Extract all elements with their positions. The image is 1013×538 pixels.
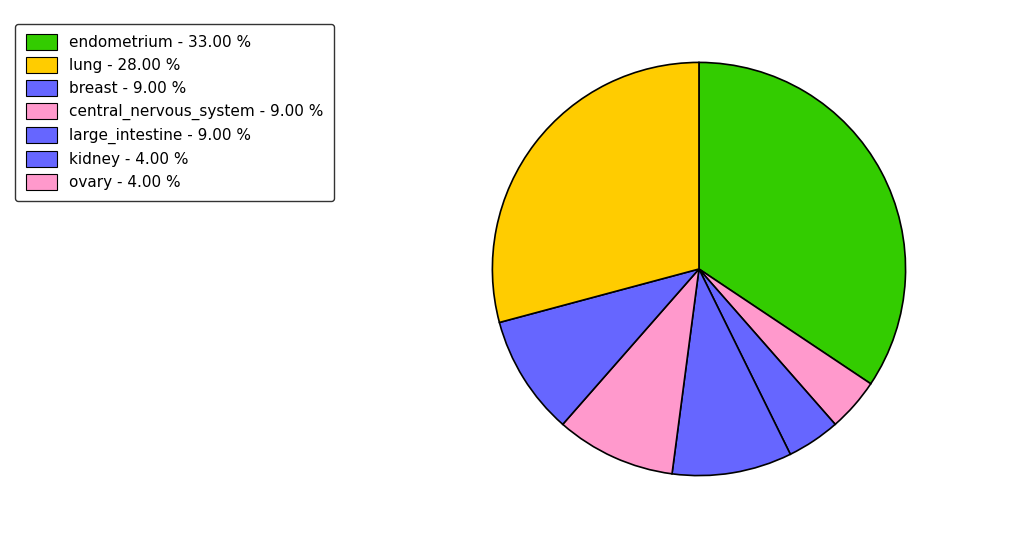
Wedge shape	[492, 62, 699, 322]
Wedge shape	[699, 62, 906, 384]
Wedge shape	[563, 269, 699, 474]
Wedge shape	[672, 269, 790, 476]
Legend: endometrium - 33.00 %, lung - 28.00 %, breast - 9.00 %, central_nervous_system -: endometrium - 33.00 %, lung - 28.00 %, b…	[15, 24, 334, 201]
Wedge shape	[499, 269, 699, 424]
Wedge shape	[699, 269, 871, 424]
Wedge shape	[699, 269, 835, 454]
